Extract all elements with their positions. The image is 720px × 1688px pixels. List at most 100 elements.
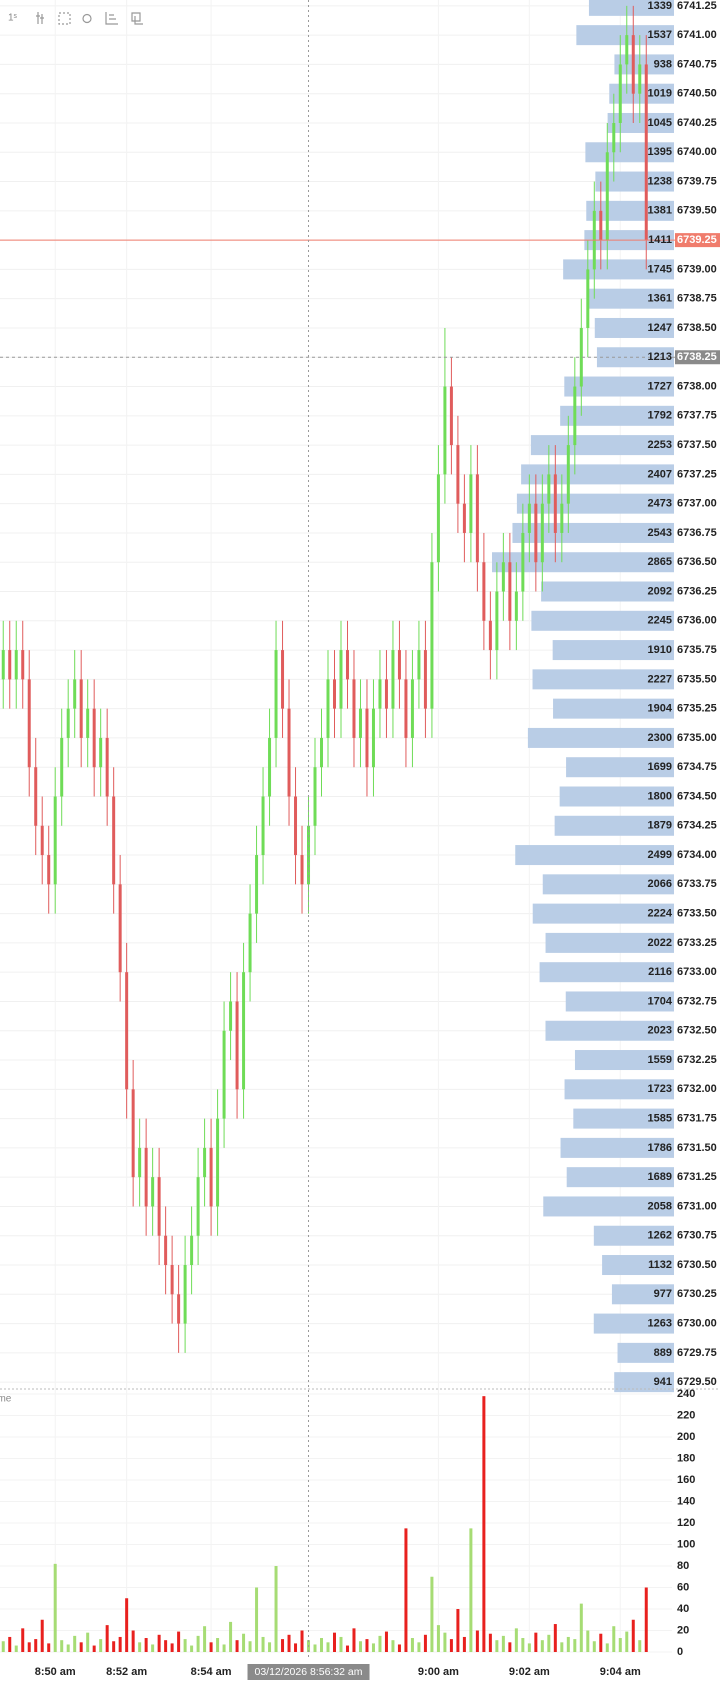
volume-bar bbox=[423, 1634, 427, 1652]
y-tick-label: 6738.25 bbox=[677, 351, 717, 363]
candle-body bbox=[60, 737, 64, 797]
profile-label: 1132 bbox=[648, 1259, 672, 1271]
volume-bar bbox=[196, 1635, 200, 1652]
candle-body bbox=[339, 650, 343, 709]
y-tick-label: 6733.00 bbox=[677, 966, 717, 978]
volume-bar bbox=[300, 1630, 304, 1652]
volume-bar bbox=[34, 1639, 38, 1652]
profile-label: 941 bbox=[654, 1376, 672, 1388]
volume-bar bbox=[508, 1642, 512, 1652]
x-tick-label: 9:04 am bbox=[600, 1666, 641, 1678]
profile-label: 1238 bbox=[648, 175, 672, 187]
profile-label: 938 bbox=[654, 58, 672, 70]
profile-bar bbox=[595, 171, 674, 192]
price-badge bbox=[675, 233, 720, 248]
y-tick-label: 6739.50 bbox=[677, 205, 717, 217]
profile-bar bbox=[565, 991, 674, 1012]
candle-body bbox=[196, 1177, 200, 1236]
candle-body bbox=[138, 1147, 142, 1178]
candle-body bbox=[371, 708, 375, 768]
y2-tick-label: 220 bbox=[677, 1409, 695, 1421]
y-tick-label: 6732.00 bbox=[677, 1083, 717, 1095]
y-tick-label: 6738.75 bbox=[677, 293, 717, 305]
y-tick-label: 6732.25 bbox=[677, 1054, 717, 1066]
profile-bar bbox=[566, 1167, 674, 1188]
y-tick-label: 6731.00 bbox=[677, 1200, 717, 1212]
y-tick-label: 6740.25 bbox=[677, 117, 717, 129]
profile-bar bbox=[532, 903, 674, 924]
profile-label: 2300 bbox=[648, 732, 672, 744]
profile-label: 1792 bbox=[648, 410, 672, 422]
layout-icon[interactable] bbox=[131, 12, 143, 25]
volume-bar bbox=[190, 1645, 194, 1652]
profile-label: 1910 bbox=[648, 644, 672, 656]
candle-body bbox=[475, 474, 479, 563]
indicator-icon[interactable] bbox=[105, 12, 118, 25]
interval[interactable]: 1ˢ bbox=[8, 13, 18, 24]
volume-bar bbox=[449, 1639, 453, 1652]
candle-body bbox=[268, 737, 272, 797]
y2-tick-label: 20 bbox=[677, 1624, 689, 1636]
y-tick-label: 6737.50 bbox=[677, 439, 717, 451]
profile-label: 1689 bbox=[648, 1171, 672, 1183]
y-tick-label: 6736.50 bbox=[677, 556, 717, 568]
y-tick-label: 6733.25 bbox=[677, 937, 717, 949]
candle-body bbox=[618, 64, 622, 123]
profile-bar bbox=[539, 962, 674, 983]
volume-bar bbox=[177, 1631, 181, 1652]
volume-bar bbox=[164, 1640, 168, 1652]
candle-body bbox=[255, 855, 259, 914]
profile-bar bbox=[543, 1196, 674, 1217]
profile-bar bbox=[530, 435, 674, 456]
settings-icon[interactable] bbox=[82, 13, 92, 24]
volume-bar bbox=[365, 1639, 369, 1652]
candle-body bbox=[508, 562, 512, 621]
candle-body bbox=[423, 650, 427, 709]
candle-body bbox=[157, 1177, 161, 1236]
profile-label: 1263 bbox=[648, 1317, 672, 1329]
y-tick-label: 6734.00 bbox=[677, 849, 717, 861]
candle-body bbox=[625, 35, 629, 65]
candle-body bbox=[170, 1265, 174, 1295]
profile-bar bbox=[593, 1225, 674, 1246]
profile-label: 1213 bbox=[648, 351, 672, 363]
y-tick-label: 6730.25 bbox=[677, 1288, 717, 1300]
volume-bar bbox=[599, 1633, 603, 1652]
volume-bar bbox=[410, 1638, 414, 1652]
profile-bar bbox=[576, 25, 674, 46]
y-tick-label: 6737.75 bbox=[677, 410, 717, 422]
y2-tick-label: 120 bbox=[677, 1517, 695, 1529]
candle-body bbox=[599, 210, 603, 241]
select-icon[interactable] bbox=[58, 12, 71, 25]
volume-bar bbox=[514, 1628, 518, 1652]
candle-body bbox=[21, 650, 25, 680]
x-tick-label: 9:00 am bbox=[418, 1666, 459, 1678]
y2-tick-label: 180 bbox=[677, 1452, 695, 1464]
overlay: 03/12/2026 8:56:32 am bbox=[0, 0, 675, 1680]
volume-bar bbox=[274, 1566, 278, 1652]
candle-body bbox=[397, 650, 401, 680]
y-tick-label: 6741.25 bbox=[677, 0, 717, 12]
profile-bar bbox=[541, 581, 674, 602]
profile-label: 2499 bbox=[648, 849, 672, 861]
candle-body bbox=[521, 532, 525, 592]
profile-label: 1723 bbox=[648, 1083, 672, 1095]
candle-icon[interactable] bbox=[36, 12, 44, 24]
candle-body bbox=[313, 767, 317, 826]
profile-label: 2473 bbox=[648, 498, 672, 510]
candle-body bbox=[378, 679, 382, 709]
volume-bar bbox=[560, 1642, 564, 1652]
volume-bar bbox=[638, 1640, 642, 1652]
volume-panel: Volume bbox=[0, 1388, 720, 1653]
candle-body bbox=[112, 796, 116, 885]
candle-body bbox=[605, 152, 609, 241]
profile-label: 1537 bbox=[648, 29, 672, 41]
volume-bar bbox=[391, 1640, 395, 1652]
y-tick-label: 6730.50 bbox=[677, 1259, 717, 1271]
y2-tick-label: 60 bbox=[677, 1581, 689, 1593]
candle-body bbox=[40, 825, 44, 856]
volume-bar bbox=[378, 1635, 382, 1652]
y-tick-label: 6734.25 bbox=[677, 820, 717, 832]
profile-bar bbox=[560, 1137, 674, 1158]
profile-label: 2245 bbox=[648, 615, 672, 627]
